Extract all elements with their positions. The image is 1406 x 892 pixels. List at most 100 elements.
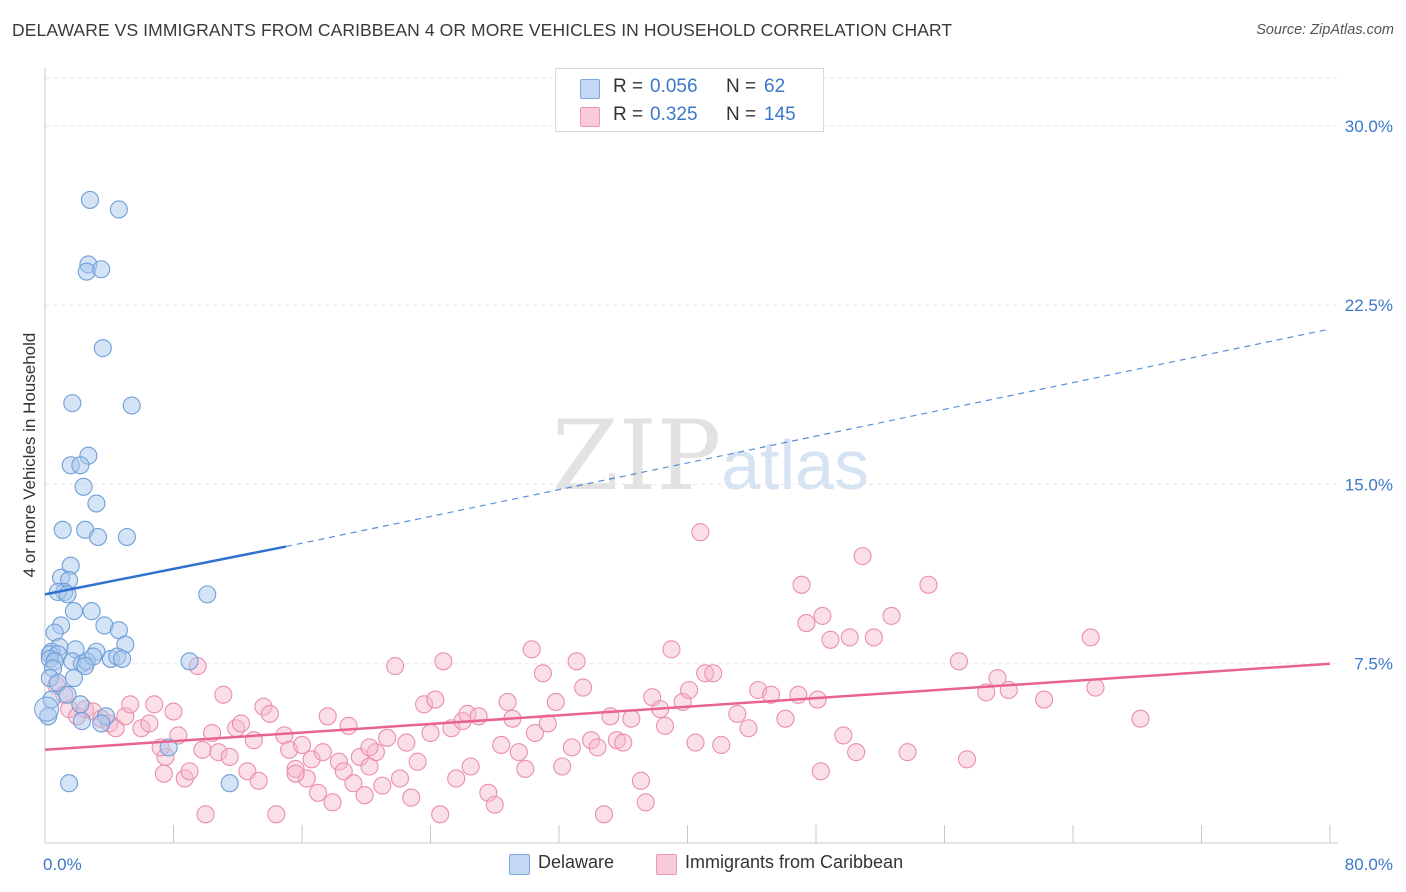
delaware-point: [64, 602, 83, 621]
caribbean-point: [1035, 690, 1054, 709]
caribbean-point: [1131, 709, 1150, 728]
delaware-trendline-extension: [285, 328, 1331, 548]
caribbean-point: [882, 606, 901, 625]
caribbean-point: [594, 805, 614, 824]
y-tick-label: 22.5%: [1345, 296, 1393, 315]
caribbean-point: [318, 707, 337, 726]
caribbean-point: [525, 723, 544, 743]
caribbean-point: [397, 733, 416, 752]
legend-r-value: 0.325: [650, 104, 698, 125]
caribbean-point: [260, 704, 279, 723]
caribbean-point: [498, 692, 517, 712]
caribbean-point: [516, 759, 535, 778]
caribbean-point: [164, 702, 183, 721]
caribbean-point: [434, 652, 453, 671]
caribbean-point: [386, 657, 405, 676]
caribbean-point: [792, 575, 811, 594]
caribbean-point: [360, 738, 379, 757]
caribbean-point: [840, 628, 859, 647]
delaware-point: [71, 695, 90, 714]
caribbean-point: [209, 743, 228, 762]
caribbean-point: [355, 786, 374, 805]
caribbean-point: [415, 695, 434, 714]
caribbean-point: [712, 735, 731, 755]
caribbean-point: [631, 771, 650, 790]
caribbean-point: [431, 805, 450, 824]
caribbean-point: [588, 738, 607, 757]
caribbean-point: [254, 697, 273, 716]
caribbean-point: [1081, 628, 1100, 647]
caribbean-point: [853, 547, 872, 566]
caribbean-point: [739, 719, 758, 738]
watermark: ZIPatlas: [552, 400, 869, 512]
caribbean-point: [421, 723, 440, 743]
caribbean-point: [574, 678, 593, 697]
delaware-point: [60, 774, 79, 793]
caribbean-point: [614, 733, 633, 752]
delaware-point: [34, 696, 60, 722]
caribbean-point: [680, 680, 699, 700]
delaware-point: [71, 456, 90, 475]
legend-n-value: 62: [764, 76, 786, 97]
caribbean-point: [309, 783, 328, 802]
caribbean-point: [562, 738, 581, 757]
caribbean-point: [919, 575, 938, 594]
caribbean-point: [509, 743, 528, 762]
chart-title: DELAWARE VS IMMIGRANTS FROM CARIBBEAN 4 …: [12, 20, 953, 40]
caribbean-point: [344, 774, 363, 793]
caribbean-point: [691, 523, 710, 542]
caribbean-point: [302, 750, 321, 769]
caribbean-point: [1086, 678, 1105, 697]
delaware-point: [53, 520, 72, 539]
caribbean-point: [546, 692, 565, 712]
caribbean-point: [313, 743, 332, 762]
y-tick-label: 7.5%: [1354, 655, 1393, 674]
caribbean-point: [686, 733, 705, 752]
caribbean-point: [231, 714, 251, 733]
caribbean-point: [334, 762, 353, 781]
caribbean-point: [949, 652, 969, 671]
watermark-zip: ZIP: [552, 400, 722, 512]
caribbean-point: [292, 735, 312, 755]
caribbean-point: [249, 771, 268, 790]
delaware-point: [93, 339, 112, 358]
delaware-point: [159, 738, 178, 757]
caribbean-point: [533, 664, 552, 683]
delaware-point: [58, 685, 77, 704]
bottom-legend-label: Immigrants from Caribbean: [685, 852, 904, 872]
caribbean-point: [864, 628, 883, 647]
caribbean-point: [323, 793, 342, 812]
legend-n-value: 145: [764, 104, 796, 125]
source-note: Source: ZipAtlas.com: [1256, 22, 1394, 38]
caribbean-point: [898, 743, 917, 762]
watermark-atlas: atlas: [721, 426, 870, 504]
delaware-point: [88, 527, 108, 547]
caribbean-point: [821, 630, 840, 649]
legend-n-label: N =: [726, 104, 757, 125]
caribbean-point: [193, 740, 212, 759]
delaware-point: [82, 602, 101, 621]
caribbean-point: [196, 805, 215, 824]
caribbean-point: [461, 757, 480, 776]
delaware-point: [180, 652, 199, 671]
caribbean-swatch: [656, 854, 677, 875]
delaware-point: [87, 494, 106, 513]
caribbean-point: [214, 685, 233, 704]
caribbean-point: [636, 793, 655, 812]
caribbean-point: [286, 764, 305, 783]
caribbean-point: [145, 695, 164, 714]
delaware-point: [76, 657, 95, 676]
caribbean-point: [297, 769, 316, 788]
caribbean-point: [662, 640, 681, 659]
delaware-point: [48, 673, 67, 692]
caribbean-point: [567, 652, 586, 671]
delaware-point: [72, 712, 91, 731]
caribbean-point: [622, 709, 641, 728]
delaware-trendline: [44, 545, 287, 596]
delaware-point: [92, 714, 111, 733]
caribbean-point: [811, 762, 830, 781]
caribbean-point: [957, 750, 977, 769]
caribbean-point: [154, 764, 173, 783]
y-tick-label: 30.0%: [1345, 117, 1393, 136]
